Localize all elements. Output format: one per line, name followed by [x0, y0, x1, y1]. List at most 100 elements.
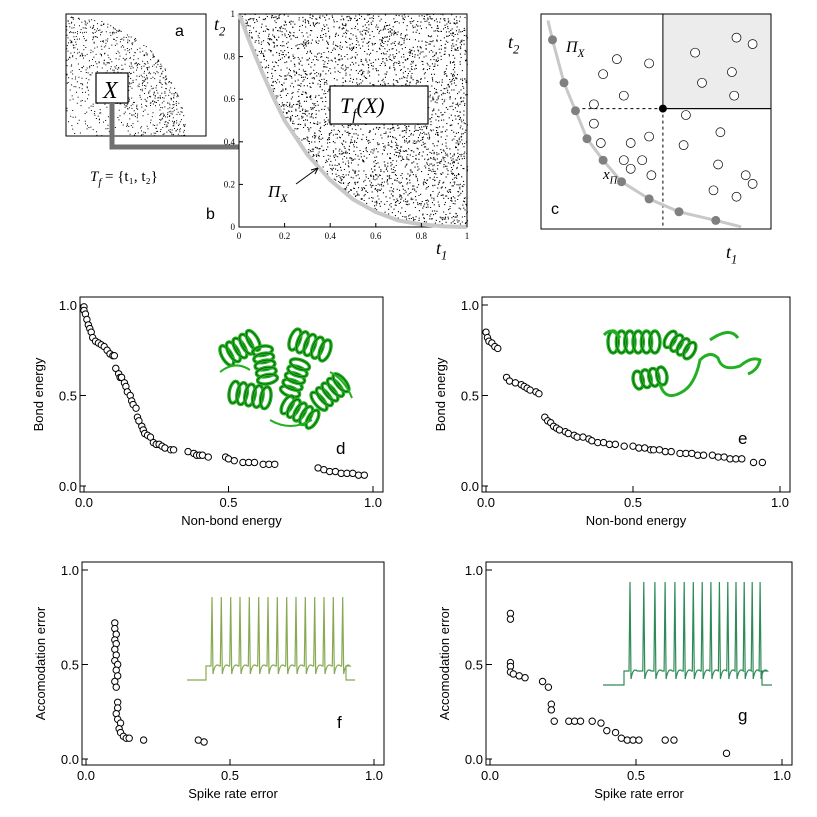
helix — [631, 365, 669, 391]
f-ytick-label: 0.5 — [61, 658, 79, 673]
selected-point — [658, 104, 667, 113]
g-data-point — [521, 674, 529, 682]
g-data-point — [576, 717, 585, 725]
f-xtick-label: 0.5 — [221, 768, 239, 783]
d-data-point — [169, 446, 178, 454]
pareto-point — [617, 177, 626, 187]
f-ytick-label: 0.0 — [61, 752, 79, 767]
e-data-point — [699, 451, 708, 459]
g-frame — [485, 561, 793, 766]
panel-letter-a: a — [175, 23, 184, 40]
f-xtick-label: 1.0 — [365, 768, 383, 783]
dominated-point — [715, 127, 726, 138]
pareto-point — [674, 207, 684, 217]
c-xlabel: t1 — [726, 242, 737, 266]
dominated-point — [708, 185, 719, 196]
panel-d: 0.0 0.5 1.0 0.0 0.5 1.0 Non-bond energy Bond en… — [31, 296, 384, 528]
g-data-point — [506, 615, 515, 623]
b-ytick-label: 0.2 — [224, 179, 235, 189]
dominated-point — [618, 155, 629, 166]
d-ylabel: Bond energy — [31, 357, 46, 431]
d-xtick-label: 1.0 — [364, 495, 382, 510]
dominated-point — [731, 191, 742, 202]
b-ytick-label: 0.6 — [224, 94, 236, 104]
g-xlabel: Spike rate error — [594, 786, 684, 801]
dominated-point — [595, 138, 606, 148]
image-set-label: Tf(X) — [340, 93, 385, 124]
d-data-point — [230, 456, 238, 465]
b-xtick-label: 1 — [465, 231, 470, 241]
panel-letter-b: b — [206, 206, 215, 223]
g-data-point — [544, 683, 553, 691]
e-data-point — [611, 440, 620, 449]
protein-inset-e — [602, 329, 762, 398]
f-xlabel: Spike rate error — [188, 786, 278, 801]
f-data-point — [112, 683, 120, 691]
g-data-point — [588, 717, 596, 725]
f-data-point — [139, 736, 148, 744]
b-xtick-label: 0 — [237, 231, 242, 241]
f-data-point — [125, 734, 133, 742]
d-data-point — [271, 460, 279, 468]
dominated-point — [612, 54, 622, 65]
g-data-point — [597, 719, 605, 727]
g-data-point — [670, 736, 678, 744]
b-ytick-label: 0.4 — [224, 137, 236, 147]
panel-g: 0.0 0.5 1.0 0.0 0.5 1.0 Spike rate error Accomo… — [437, 561, 793, 801]
loop — [602, 329, 762, 398]
e-data-point — [749, 458, 758, 467]
g-data-point — [547, 706, 556, 714]
frontier-pointer-head — [310, 167, 319, 175]
e-xlabel: Non-bond energy — [586, 513, 687, 528]
f-xtick-label: 0.0 — [77, 768, 95, 783]
g-xtick-label: 1.0 — [773, 768, 791, 783]
d-xlabel: Non-bond energy — [181, 513, 282, 528]
x-set-label: X — [102, 78, 119, 104]
g-data-point — [722, 749, 731, 758]
b-ytick-label: 0 — [231, 222, 236, 232]
pareto-point — [559, 78, 569, 88]
pareto-point — [582, 134, 592, 144]
pareto-point — [571, 106, 580, 116]
d-ytick-label: 0.5 — [59, 389, 77, 404]
f-ylabel: Accomodation error — [33, 606, 48, 720]
dominated-point — [644, 131, 654, 142]
g-data-point — [538, 677, 547, 686]
e-xtick-label: 1.0 — [771, 495, 789, 510]
e-frame — [481, 296, 791, 493]
b-ylabel: t2 — [214, 14, 226, 38]
e-ylabel: Bond energy — [433, 357, 448, 431]
image-set-box — [329, 85, 429, 125]
dominated-point — [727, 67, 737, 77]
d-xtick-label: 0.0 — [75, 495, 93, 510]
d-frame — [79, 296, 384, 493]
dominated-point — [589, 118, 599, 129]
b-xtick-label: 0.8 — [416, 231, 428, 241]
g-ytick-label: 0.0 — [465, 752, 483, 767]
dominated-point — [747, 179, 758, 189]
d-data-point — [204, 453, 212, 461]
c-ylabel: t2 — [508, 32, 520, 56]
panel-letter-e: e — [738, 429, 747, 448]
e-data-point — [758, 458, 767, 467]
x-set-box — [95, 72, 129, 104]
panel-letter-c: c — [551, 201, 559, 218]
dominated-point — [598, 69, 608, 80]
d-data-point — [250, 458, 259, 467]
g-data-point — [635, 736, 643, 744]
f-frame — [81, 561, 385, 766]
e-ytick-label: 1.0 — [461, 298, 479, 313]
dominated-point — [646, 170, 657, 181]
panel-letter-g: g — [738, 706, 747, 725]
b-xlabel: t1 — [436, 238, 447, 262]
g-data-point — [611, 728, 620, 737]
g-ytick-label: 0.5 — [465, 658, 483, 673]
dominated-point — [644, 58, 654, 69]
dominated-point — [681, 110, 691, 120]
tf-label: Tf = {t₁, t₂} — [90, 169, 158, 189]
d-data-point — [132, 404, 140, 412]
e-data-point — [738, 455, 746, 463]
panel-letter-d: d — [336, 439, 345, 458]
dominated-point — [697, 77, 707, 88]
b-ytick-label: 0.8 — [224, 52, 236, 62]
